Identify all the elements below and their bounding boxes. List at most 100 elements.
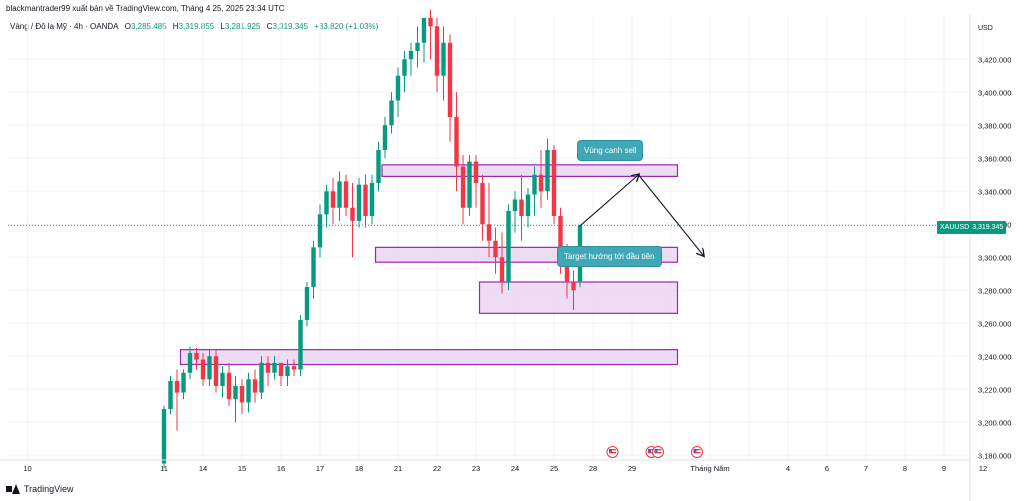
candle-body bbox=[428, 18, 433, 27]
candle-body bbox=[571, 282, 576, 291]
candle-body bbox=[532, 174, 537, 195]
candle-body bbox=[213, 356, 219, 386]
target-callout[interactable]: Target hướng tới đầu tiên bbox=[558, 247, 661, 266]
time-tick-label: 15 bbox=[238, 464, 246, 473]
event-flag-canton bbox=[609, 449, 612, 452]
candle-body bbox=[402, 59, 407, 76]
candle-body bbox=[350, 207, 355, 221]
candle-body bbox=[493, 240, 498, 258]
candle-body bbox=[382, 125, 388, 150]
event-flag-stripe bbox=[648, 449, 655, 451]
candle-body bbox=[441, 42, 446, 76]
candle-body bbox=[226, 372, 232, 400]
last-price-symbol: XAUUSD bbox=[940, 224, 970, 231]
close-label: C bbox=[266, 22, 273, 31]
candle-body bbox=[525, 194, 531, 216]
us-flag-event-icon[interactable] bbox=[652, 446, 664, 458]
change-value: +33.820 (+1.03%) bbox=[314, 22, 379, 31]
candle-body bbox=[168, 381, 173, 410]
projection-arrow[interactable] bbox=[579, 175, 639, 227]
price-tick-label: 3,400.000 bbox=[978, 88, 1011, 97]
candle-body bbox=[304, 286, 310, 320]
sell-zone-callout[interactable]: Vùng canh sell bbox=[578, 141, 643, 160]
candle-body bbox=[512, 199, 518, 212]
price-tick-label: 3,420.000 bbox=[978, 55, 1011, 64]
time-tick-label: 28 bbox=[589, 464, 597, 473]
candle-body bbox=[486, 224, 492, 241]
candle-body bbox=[324, 191, 329, 215]
candle-body bbox=[564, 257, 570, 282]
time-tick-label: 17 bbox=[316, 464, 324, 473]
candle-body bbox=[454, 117, 459, 167]
price-tick-label: 3,240.000 bbox=[978, 352, 1011, 361]
event-flag-stripe bbox=[693, 449, 701, 451]
price-tick-label: 3,380.000 bbox=[978, 121, 1011, 130]
candle-body bbox=[480, 183, 485, 225]
time-tick-label: 25 bbox=[550, 464, 558, 473]
target-label: Target hướng tới đầu tiên bbox=[564, 252, 655, 261]
symbol-name[interactable]: Vàng / Đô la Mỹ · 4h · OANDA bbox=[10, 22, 119, 31]
candle-body bbox=[265, 362, 271, 373]
currency-label[interactable]: USD bbox=[978, 25, 993, 32]
candle-body bbox=[369, 183, 375, 216]
price-zone-box[interactable] bbox=[478, 281, 679, 314]
footer-brand[interactable]: TradingView bbox=[6, 484, 74, 494]
candle-body bbox=[285, 366, 290, 377]
candle-body bbox=[473, 161, 479, 183]
time-tick-label: 16 bbox=[277, 464, 285, 473]
tradingview-logo-icon bbox=[6, 484, 20, 494]
price-tick-label: 3,220.000 bbox=[978, 385, 1011, 394]
us-flag-event-icon[interactable] bbox=[606, 446, 619, 458]
last-price-tag: XAUUSD 3,319.345 bbox=[937, 221, 1007, 234]
last-price-value: 3,319.345 bbox=[972, 224, 1004, 231]
price-tick-label: 3,300.000 bbox=[978, 253, 1011, 262]
time-tick-label: 7 bbox=[864, 464, 868, 473]
event-flag-stripe bbox=[648, 452, 655, 454]
candle-body bbox=[499, 257, 505, 282]
zone-layer[interactable] bbox=[179, 164, 679, 366]
price-tick-label: 3,200.000 bbox=[978, 418, 1011, 427]
candle-body bbox=[233, 385, 238, 400]
candle-body bbox=[538, 174, 544, 192]
event-layer[interactable] bbox=[606, 446, 703, 458]
event-flag-canton bbox=[654, 449, 658, 452]
candle-body bbox=[311, 247, 316, 287]
candle-body bbox=[239, 385, 245, 403]
low-label: L bbox=[220, 22, 225, 31]
time-tick-label: 23 bbox=[472, 464, 480, 473]
event-flag-stripe bbox=[609, 449, 616, 451]
candle-body bbox=[278, 362, 284, 377]
projection-arrow[interactable] bbox=[638, 174, 704, 256]
time-tick-label: 22 bbox=[433, 464, 441, 473]
time-tick-label: 12 bbox=[979, 464, 987, 473]
candle-body bbox=[174, 381, 180, 393]
price-zone-box[interactable] bbox=[179, 349, 679, 366]
candle-body bbox=[291, 366, 297, 370]
high-value: 3,319.855 bbox=[178, 22, 215, 31]
time-tick-label: 4 bbox=[786, 464, 790, 473]
event-flag-stripe bbox=[654, 452, 662, 454]
open-label: O bbox=[124, 22, 131, 31]
candle-body bbox=[415, 42, 420, 51]
candle-layer bbox=[161, 9, 583, 469]
time-tick-label: 11 bbox=[160, 464, 168, 473]
candle-body bbox=[194, 352, 199, 360]
price-zone-box[interactable] bbox=[381, 164, 679, 178]
time-tick-label: 29 bbox=[628, 464, 636, 473]
time-tick-label: Tháng Năm bbox=[690, 464, 729, 473]
candle-body bbox=[220, 372, 225, 386]
time-tick-label: 21 bbox=[394, 464, 402, 473]
time-tick-label: 6 bbox=[825, 464, 829, 473]
price-tick-label: 3,180.000 bbox=[978, 451, 1011, 460]
candle-body bbox=[376, 150, 381, 183]
price-tick-label: 3,340.000 bbox=[978, 187, 1011, 196]
low-value: 3,281.925 bbox=[224, 22, 261, 31]
candle-body bbox=[343, 181, 349, 208]
candle-body bbox=[545, 150, 550, 192]
price-tick-label: 3,360.000 bbox=[978, 154, 1011, 163]
us-flag-event-icon[interactable] bbox=[691, 446, 703, 458]
candle-body bbox=[317, 214, 323, 248]
projection-layer[interactable] bbox=[579, 174, 704, 256]
time-tick-label: 8 bbox=[903, 464, 907, 473]
